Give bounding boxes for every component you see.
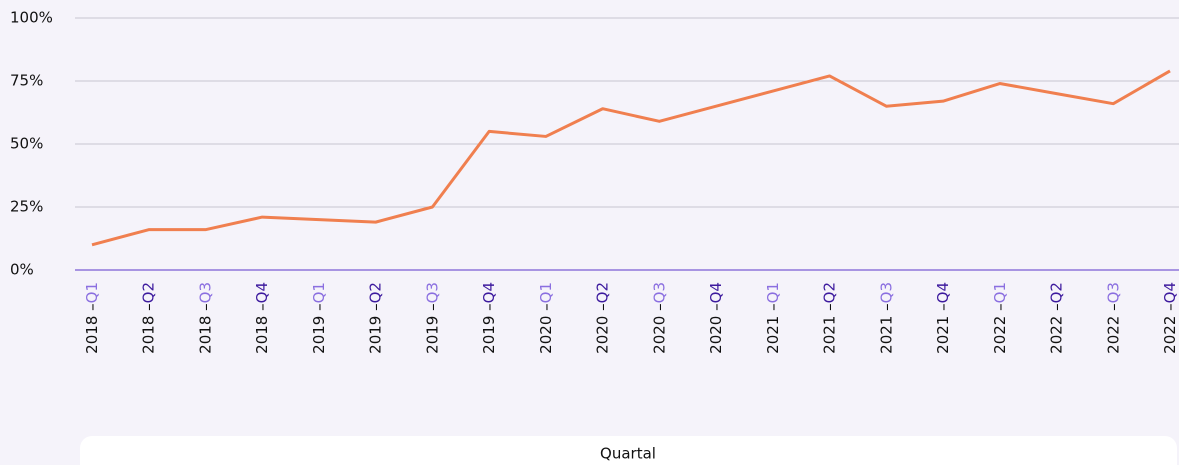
x-tick-label: 2020 –Q4: [707, 282, 725, 354]
x-tick-label: 2019 –Q4: [480, 282, 498, 354]
x-axis-title-box: [80, 436, 1177, 465]
x-tick-label: 2019 –Q2: [366, 282, 384, 354]
x-tick-label: 2022 –Q3: [1104, 282, 1122, 354]
y-tick-label: 25%: [10, 198, 43, 216]
x-tick-label: 2018 –Q3: [196, 282, 214, 354]
x-axis-title: Quartal: [600, 445, 656, 463]
x-tick-label: 2018 –Q1: [83, 282, 101, 354]
y-tick-label: 75%: [10, 72, 43, 90]
x-tick-label: 2021 –Q4: [934, 282, 952, 354]
x-tick-label: 2020 –Q3: [650, 282, 668, 354]
x-tick-label: 2021 –Q3: [877, 282, 895, 354]
x-tick-label: 2022 –Q2: [1047, 282, 1065, 354]
y-tick-label: 50%: [10, 135, 43, 153]
y-tick-label: 0%: [10, 261, 34, 279]
x-tick-label: 2022 –Q4: [1161, 282, 1179, 354]
x-tick-label: 2018 –Q4: [253, 282, 271, 354]
x-tick-label: 2021 –Q1: [763, 282, 781, 354]
y-tick-label: 100%: [10, 9, 53, 27]
x-tick-label: 2019 –Q3: [423, 282, 441, 354]
x-tick-label: 2020 –Q1: [536, 282, 554, 354]
line: [91, 69, 1171, 247]
x-tick-label: 2018 –Q2: [139, 282, 157, 354]
x-tick-label: 2022 –Q1: [990, 282, 1008, 354]
x-tick-label: 2020 –Q2: [593, 282, 611, 354]
x-tick-label: 2019 –Q1: [309, 282, 327, 354]
x-tick-label: 2021 –Q2: [820, 282, 838, 354]
